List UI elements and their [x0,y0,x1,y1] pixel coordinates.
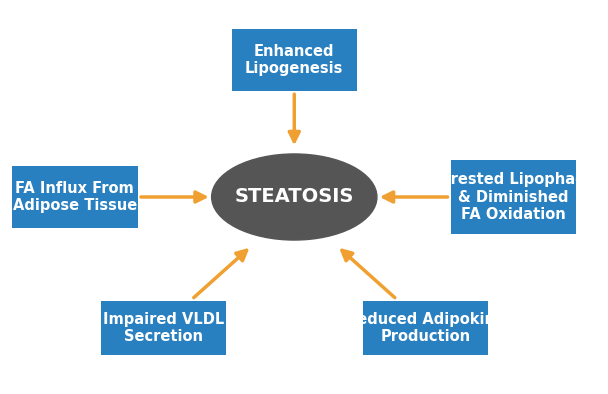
FancyBboxPatch shape [362,301,488,355]
Ellipse shape [212,154,377,240]
Text: FA Influx From
Adipose Tissue: FA Influx From Adipose Tissue [13,181,137,213]
FancyBboxPatch shape [232,29,357,91]
FancyBboxPatch shape [451,160,576,234]
Text: Enhanced
Lipogenesis: Enhanced Lipogenesis [245,44,344,76]
Text: Impaired VLDL
Secretion: Impaired VLDL Secretion [103,312,224,344]
FancyBboxPatch shape [12,166,137,228]
Text: Reduced Adipokine
Production: Reduced Adipokine Production [346,312,505,344]
Text: STEATOSIS: STEATOSIS [235,188,354,206]
Text: Arrested Lipophagy
& Diminished
FA Oxidation: Arrested Lipophagy & Diminished FA Oxida… [432,172,595,222]
FancyBboxPatch shape [100,301,226,355]
